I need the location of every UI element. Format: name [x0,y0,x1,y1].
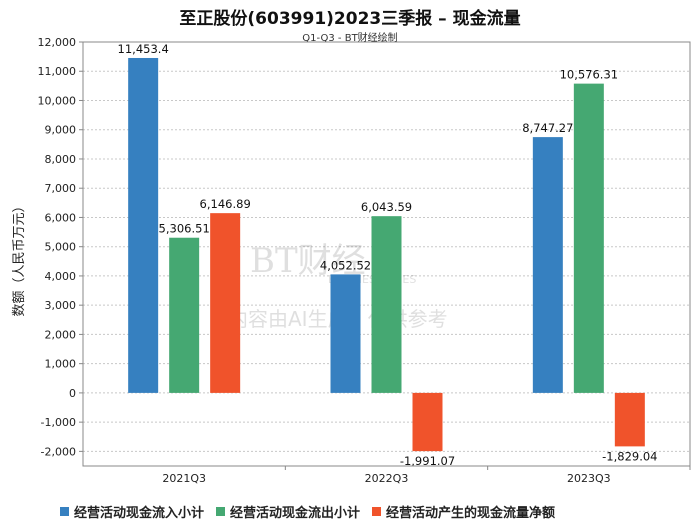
legend-item: 经营活动产生的现金流量净额 [372,502,555,521]
x-tick-label: 2023Q3 [567,472,611,485]
y-tick-label: -2,000 [41,445,76,458]
bar [412,392,443,452]
y-tick-label: 2,000 [45,328,77,341]
bar [210,213,241,393]
y-tick-label: 5,000 [45,241,77,254]
bar [169,237,200,393]
legend: 经营活动现金流入小计 经营活动现金流出小计 经营活动产生的现金流量净额 [60,502,555,521]
y-tick-label: -1,000 [41,416,76,429]
y-tick-label: 12,000 [38,36,77,49]
y-axis-label: 数额（人民币万元） [12,199,27,316]
y-tick-label: 6,000 [45,211,77,224]
y-tick-label: 9,000 [45,124,77,137]
y-tick-label: 0 [69,387,76,400]
legend-swatch [216,507,226,516]
chart-subtitle: Q1-Q3 - BT财经绘制 [302,33,398,44]
x-tick-label: 2021Q3 [162,472,206,485]
data-label: 4,052.52 [320,258,371,272]
bar [128,57,159,393]
data-label: 8,747.27 [522,121,573,135]
data-label: 11,453.4 [118,42,169,56]
bar [573,83,604,393]
legend-label: 经营活动现金流入小计 [74,506,205,521]
axes: 12,000 11,000 10,000 9,000 8,000 7,000 6,000 5,… [38,36,691,485]
bar [532,137,563,393]
y-tick-label: 11,000 [38,65,77,78]
y-tick-label: 1,000 [45,358,77,371]
chart-title: 至正股份(603991)2023三季报 – 现金流量 [179,9,521,29]
y-tick-label: 8,000 [45,153,77,166]
data-label: -1,829.04 [602,449,657,463]
data-label: 6,043.59 [361,200,412,214]
legend-label: 经营活动产生的现金流量净额 [386,506,556,521]
plot-frame [82,41,691,467]
legend-swatch [372,507,382,516]
data-label: 10,576.31 [560,68,619,82]
y-tick-label: 4,000 [45,270,77,283]
watermark-logo: BT财经 [250,241,366,281]
bar [614,392,645,447]
legend-label: 经营活动现金流出小计 [230,506,361,521]
bars [128,57,645,452]
bar [371,216,402,393]
y-tick-label: 10,000 [38,94,77,107]
data-label: -1,991.07 [400,454,455,468]
data-label: 5,306.51 [159,222,210,236]
bar [330,274,361,393]
x-tick-label: 2022Q3 [365,472,409,485]
data-label: 6,146.89 [200,197,251,211]
data-labels: 11,453.4 5,306.51 6,146.89 4,052.52 6,043.59… [118,42,658,468]
y-tick-label: 3,000 [45,299,77,312]
legend-swatch [60,507,69,516]
y-tick-label: 7,000 [45,182,77,195]
legend-item: 经营活动现金流出小计 [216,502,360,521]
legend-item: 经营活动现金流入小计 [60,502,204,521]
